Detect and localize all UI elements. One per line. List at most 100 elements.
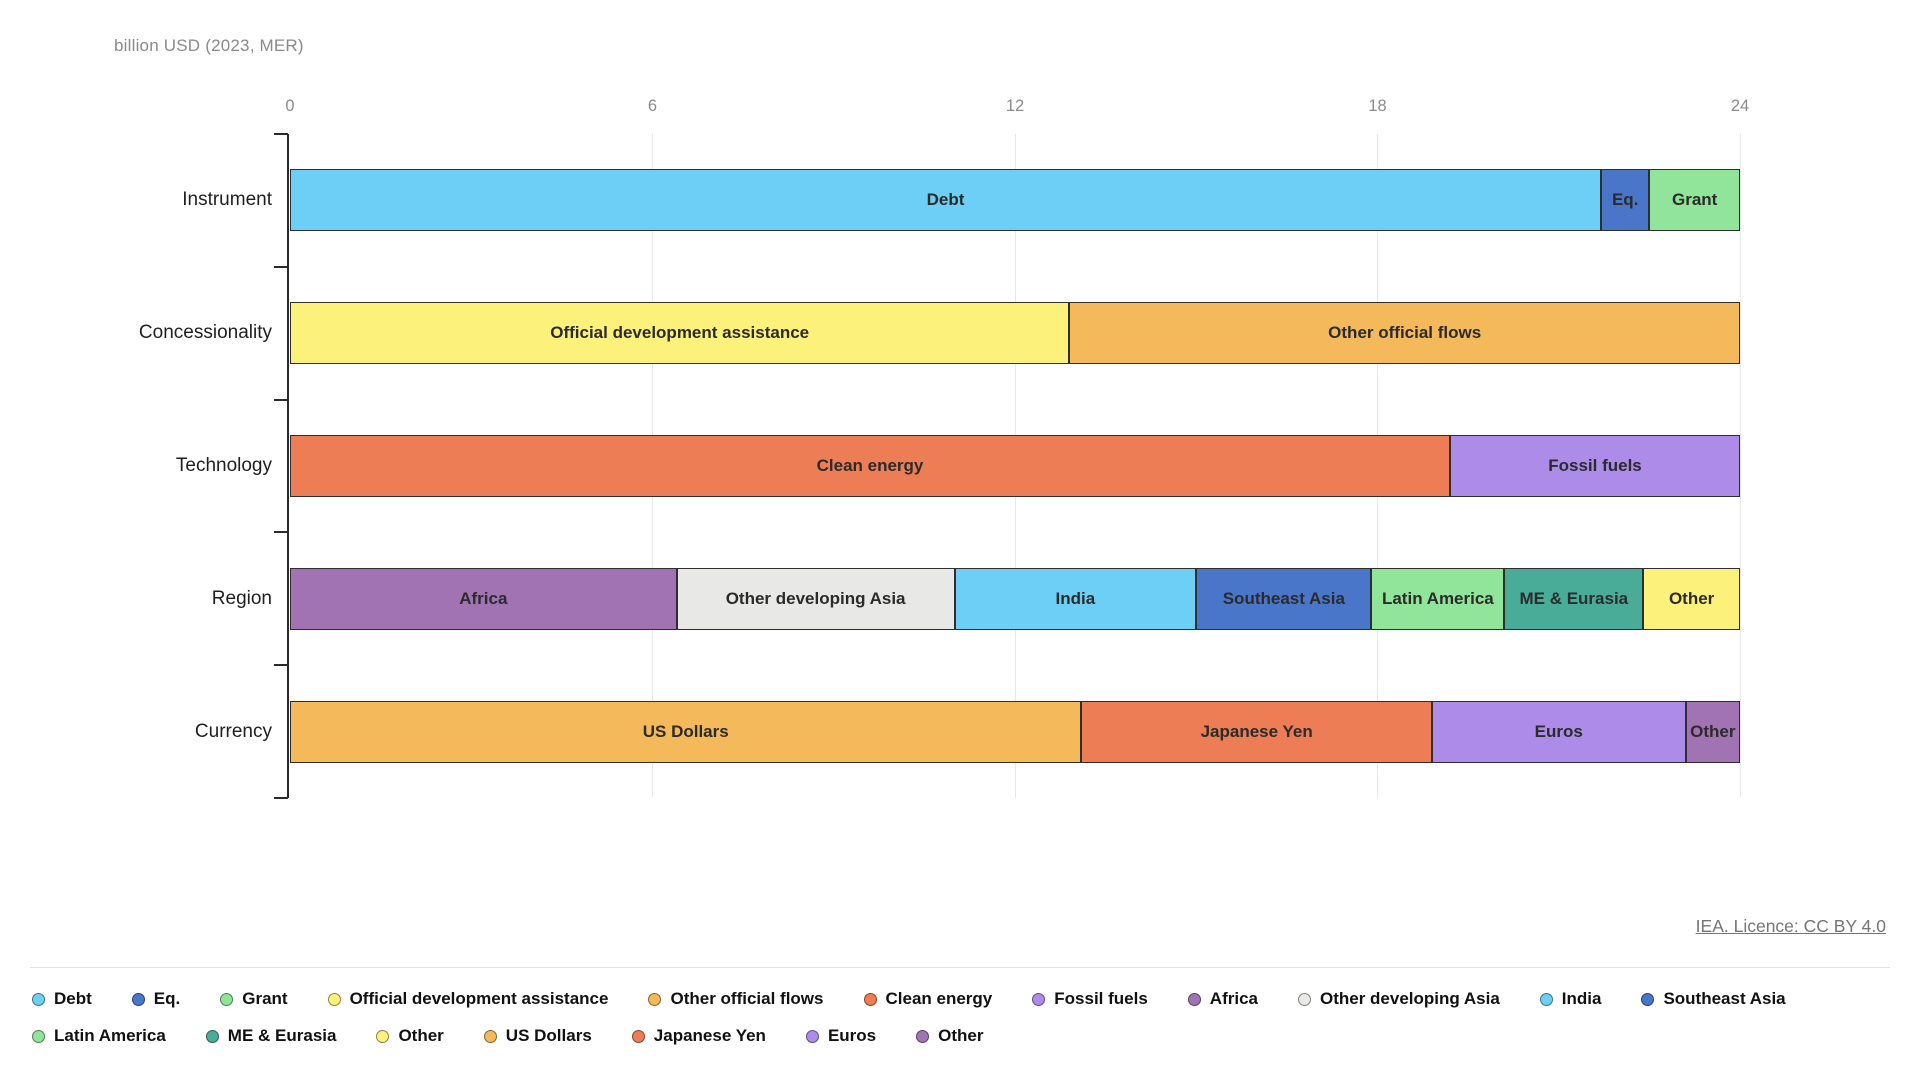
legend-item[interactable]: Eq. [131,989,181,1009]
legend-label: Other [398,1026,444,1045]
bar-segment[interactable]: ME & Eurasia [1504,567,1644,630]
legend-marker-icon [1641,992,1655,1006]
legend-label: Other [938,1026,984,1045]
legend-label: Japanese Yen [653,1026,766,1045]
category-label: Technology [175,455,272,476]
legend-item[interactable]: Southeast Asia [1641,989,1786,1009]
bar-segment[interactable]: Eq. [1601,169,1650,232]
x-tick-label: 6 [647,97,658,115]
category-label: Instrument [182,189,272,211]
legend-label: Clean energy [885,989,993,1008]
bar-segment[interactable]: Southeast Asia [1196,567,1372,630]
bar-segment-label: Africa [459,588,508,608]
category-label: Concessionality [138,322,272,344]
legend-divider [30,967,1890,968]
bar-segment[interactable]: India [954,567,1197,630]
legend-item[interactable]: Fossil fuels [1032,989,1148,1009]
bar-segment[interactable]: Other developing Asia [676,567,955,630]
iea-licence-link[interactable]: IEA. Licence: CC BY 4.0 [1695,916,1886,936]
category-label: Region [211,587,272,609]
legend-item[interactable]: Other developing Asia [1297,989,1500,1009]
bar-segment-label: Other [1690,721,1736,741]
x-tick-label: 18 [1368,97,1387,115]
bar-segment-label: India [1055,588,1096,608]
gridline [1739,134,1741,798]
legend-marker-icon [863,992,877,1006]
legend-label: US Dollars [505,1026,592,1045]
legend-item[interactable]: Other [376,1026,444,1046]
legend-marker-icon [1297,992,1311,1006]
legend-item[interactable]: Euros [805,1026,877,1046]
bar-segment[interactable]: Clean energy [290,435,1450,497]
axis-unit-label: billion USD (2023, MER) [114,36,304,55]
bar-segment[interactable]: Other [1643,567,1740,630]
legend-item[interactable]: India [1539,989,1602,1009]
bar-segment[interactable]: Euros [1431,700,1686,763]
legend-item[interactable]: Japanese Yen [631,1026,766,1046]
x-tick-label: 12 [1005,97,1025,115]
bar-segment[interactable]: Official development assistance [290,302,1070,365]
legend-marker-icon [1032,992,1046,1006]
bar-segment-label: Latin America [1381,588,1494,608]
category-axis-line [287,134,289,798]
bar-segment[interactable]: Fossil fuels [1450,435,1740,497]
bar-segment-label: Other developing Asia [725,588,906,608]
legend-marker-icon [805,1029,819,1043]
bar-segment-label: Fossil fuels [1548,456,1642,475]
legend-item[interactable]: Latin America [32,1026,166,1046]
legend-label: Official development assistance [349,989,609,1008]
bar-segment[interactable]: Debt [290,169,1602,232]
bar-row: Debt Eq. Grant [290,169,1740,232]
legend-marker-icon [32,992,45,1006]
category-axis-tick [274,133,288,135]
legend-marker-icon [648,992,662,1006]
bar-segment[interactable]: Other [1685,700,1740,763]
category-label: Currency [194,720,272,742]
legend-item[interactable]: Africa [1187,989,1258,1009]
legend-item[interactable]: Other official flows [648,989,824,1009]
bar-segment-label: Debt [926,190,965,210]
legend-row: Debt Eq. Grant Official development assista… [32,986,1892,1012]
legend-marker-icon [220,992,234,1006]
legend-marker-icon [631,1029,645,1043]
legend-label: Fossil fuels [1054,989,1148,1008]
legend-marker-icon [376,1029,390,1043]
legend-label: Eq. [153,989,181,1008]
legend-marker-icon [916,1029,930,1043]
x-tick-label: 24 [1730,97,1750,115]
bar-segment-label: Other [1668,588,1715,608]
bar-segment[interactable]: Japanese Yen [1081,700,1432,763]
bar-segment-label: Clean energy [816,456,924,475]
bar-segment[interactable]: Africa [290,567,677,630]
bar-segment[interactable]: Other official flows [1069,302,1740,365]
legend-row: Latin America ME & Eurasia Other US Dollars… [32,1023,1892,1049]
legend-item[interactable]: Debt [32,989,92,1009]
bar-segment[interactable]: Grant [1649,169,1740,232]
bar-row: Africa Other developing Asia India Southeas… [290,567,1740,630]
bar-segment-label: Japanese Yen [1200,721,1313,741]
legend-label: Southeast Asia [1663,989,1786,1008]
bar-segment-label: Official development assistance [550,323,810,343]
bar-segment-label: ME & Eurasia [1519,588,1629,608]
category-axis-tick [274,398,288,401]
legend-label: Grant [242,989,288,1008]
legend-item[interactable]: Grant [220,989,288,1009]
legend-label: ME & Eurasia [227,1026,337,1045]
legend-marker-icon [483,1029,497,1043]
legend-item[interactable]: ME & Eurasia [205,1026,337,1046]
category-axis-tick [274,664,288,667]
legend-label: Euros [827,1026,877,1045]
legend-marker-icon [1539,992,1553,1006]
legend-label: Other official flows [670,989,824,1008]
bar-row: Official development assistance Other off… [290,302,1740,365]
legend-item[interactable]: Clean energy [863,989,993,1009]
legend-label: India [1561,989,1602,1008]
legend-item[interactable]: US Dollars [483,1026,592,1046]
bar-segment[interactable]: US Dollars [290,700,1082,763]
legend-marker-icon [205,1029,219,1043]
x-tick-label: 0 [285,97,295,115]
bar-segment[interactable]: Latin America [1371,567,1505,630]
legend-item[interactable]: Official development assistance [327,989,609,1009]
legend-item[interactable]: Other [916,1026,983,1046]
